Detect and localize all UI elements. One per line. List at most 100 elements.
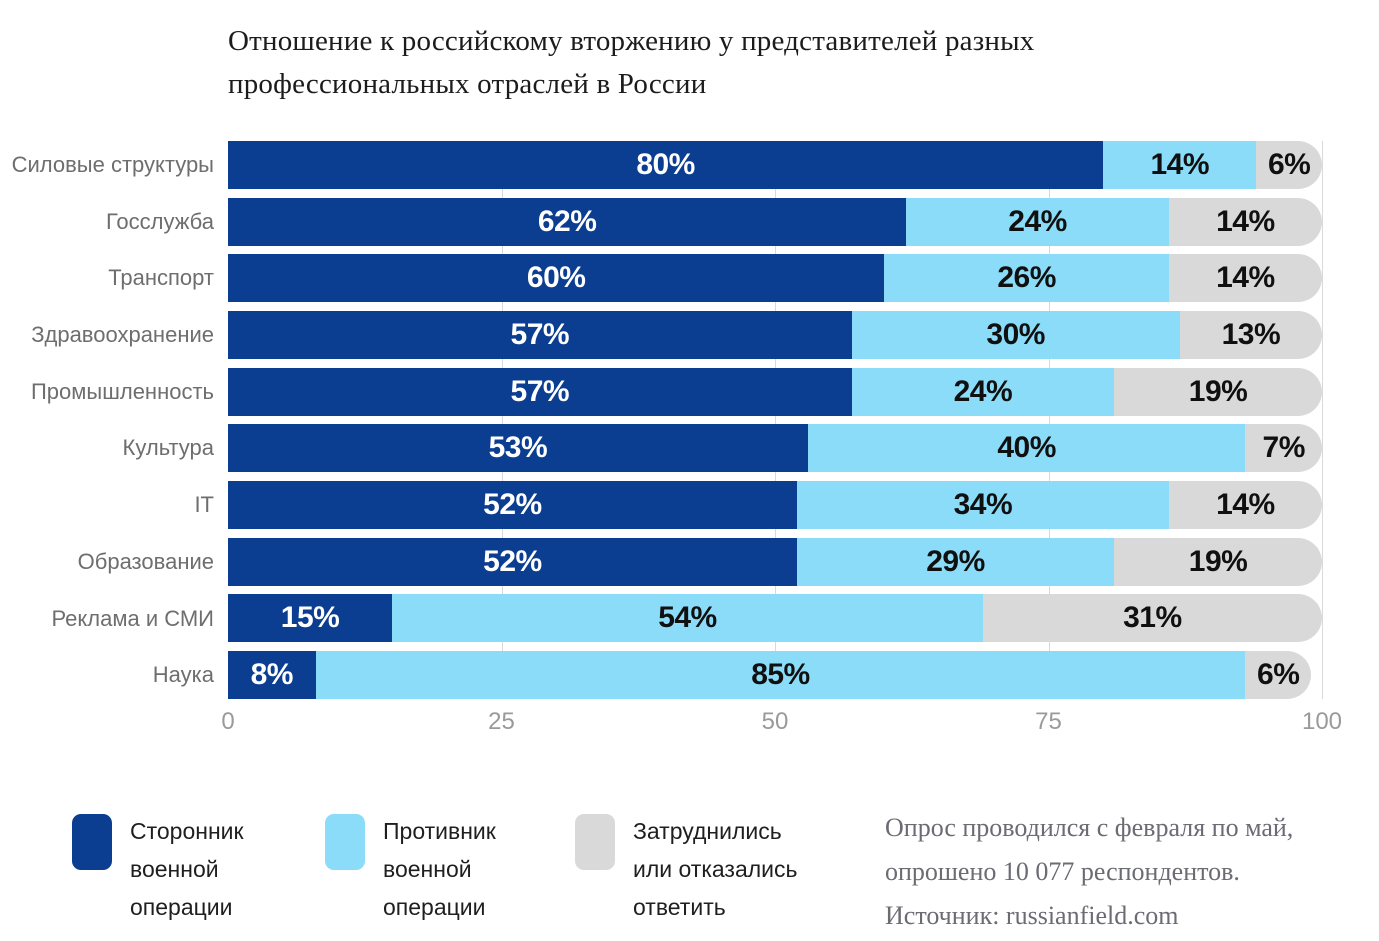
bar-segment: 54% [392,594,983,643]
x-axis: 0 25 50 75 100 [221,708,1342,738]
value-label: 14% [1216,488,1275,522]
footnote-line: опрошено 10 077 респондентов. [885,857,1240,886]
bar-row: 15% 54% 31% [228,594,1322,643]
value-label: 24% [1008,204,1067,238]
bar-segment: 13% [1179,311,1322,359]
bar-segment: 57% [228,311,852,359]
bar-segment: 6% [1256,141,1322,189]
bar-segment: 26% [884,254,1169,303]
category-label: IT [194,492,214,518]
bar-segment: 52% [228,481,797,530]
footnote-line: Опрос проводился с февраля по май, [885,813,1294,842]
category-label: Реклама и СМИ [51,605,214,631]
value-label: 52% [483,488,542,522]
value-label: 29% [926,544,985,578]
legend-label: Затруднились или отказались ответить [633,818,798,920]
value-label: 53% [488,431,548,465]
bar-segment: 19% [1114,367,1322,416]
bar-segment: 15% [228,594,393,643]
value-label: 24% [953,374,1013,408]
bar-segment: 30% [851,311,1180,359]
value-label: 14% [1216,204,1275,238]
value-label: 14% [1150,147,1210,181]
bar-segment: 19% [1114,537,1322,586]
gridline [1048,141,1050,699]
bar-segment: 14% [1103,141,1257,189]
value-label: 57% [510,374,570,408]
bar-segment: 85% [315,651,1246,700]
bar-row: 60% 26% 14% [228,254,1322,303]
category-labels: Силовые структуры Госслужба Транспорт Здрав… [0,141,214,699]
gridline [501,141,503,699]
value-label: 14% [1216,261,1275,295]
bar-segment: 52% [228,537,797,586]
value-label: 62% [537,204,597,238]
bar-row: 80% 14% 6% [228,141,1322,189]
category-label: Силовые структуры [11,152,214,177]
legend-item-undecided: Затруднились или отказались ответить [575,812,818,926]
value-label: 54% [658,601,717,635]
bar-segment: 34% [796,481,1169,530]
bar-segment: 62% [228,197,907,246]
chart-title: Отношение к российскому вторжению у пред… [228,25,1035,100]
category-label: Госслужба [105,208,214,234]
category-label: Транспорт [108,265,214,291]
x-tick-label: 75 [1035,708,1062,735]
x-tick-label: 25 [488,708,515,735]
value-label: 34% [953,488,1013,522]
value-label: 85% [751,658,810,692]
value-label: 7% [1262,431,1306,465]
category-label: Образование [77,548,214,574]
bar-segment: 14% [1168,481,1322,530]
x-tick-label: 100 [1301,708,1343,735]
value-label: 52% [483,544,542,578]
bar-segment: 14% [1168,197,1322,246]
legend-label: Противник военной операции [383,818,496,920]
legend-swatch-light-blue [325,814,365,870]
bar-segment: 60% [228,254,885,303]
bar-row: 52% 34% 14% [228,481,1322,530]
plot-area: 80% 14% 6% 62% 24% 14% 60% 26% 14% 57% 30% 13% 57% 24… [228,141,1323,700]
bar-segment: 24% [906,197,1169,246]
footnote: Опрос проводился с февраля по май, опрош… [885,806,1365,938]
bar-segment: 29% [796,537,1115,586]
value-label: 19% [1188,374,1248,408]
x-tick-label: 50 [761,708,789,735]
value-label: 80% [636,147,695,181]
category-label: Промышленность [30,378,214,404]
value-label: 6% [1267,147,1311,181]
bar-segment: 8% [228,651,316,700]
bar-row: 57% 30% 13% [228,311,1322,359]
bar-segment: 80% [228,141,1104,189]
bar-segment: 57% [228,367,852,416]
value-label: 19% [1188,544,1248,578]
gridline [775,141,776,699]
bar-segment: 40% [807,424,1246,473]
category-label: Здравоохранение [31,322,214,348]
bar-segment: 31% [982,594,1322,643]
x-tick-label: 0 [221,708,235,735]
value-label: 30% [986,318,1045,351]
bar-segment: 14% [1168,254,1322,303]
bar-row: 52% 29% 19% [228,537,1322,586]
bar-segment: 53% [228,424,808,473]
value-label: 57% [510,318,570,351]
legend-item-opponent: Противник военной операции [325,812,568,926]
value-label: 13% [1221,318,1281,351]
legend-item-supporter: Сторонник военной операции [72,812,315,926]
gridline [1322,141,1323,699]
bar-row: 62% 24% 14% [228,197,1322,246]
bar-row: 8% 85% 6% [228,651,1322,700]
category-label: Наука [152,662,214,688]
value-label: 26% [997,261,1056,295]
bar-row: 53% 40% 7% [228,424,1322,473]
value-label: 60% [526,261,586,295]
value-label: 15% [280,601,340,635]
category-label: Культура [122,435,214,461]
value-label: 40% [997,431,1056,465]
bar-row: 57% 24% 19% [228,367,1322,416]
legend-label: Сторонник военной операции [130,818,244,920]
value-label: 8% [250,658,294,692]
bar-segment: 6% [1245,651,1312,700]
